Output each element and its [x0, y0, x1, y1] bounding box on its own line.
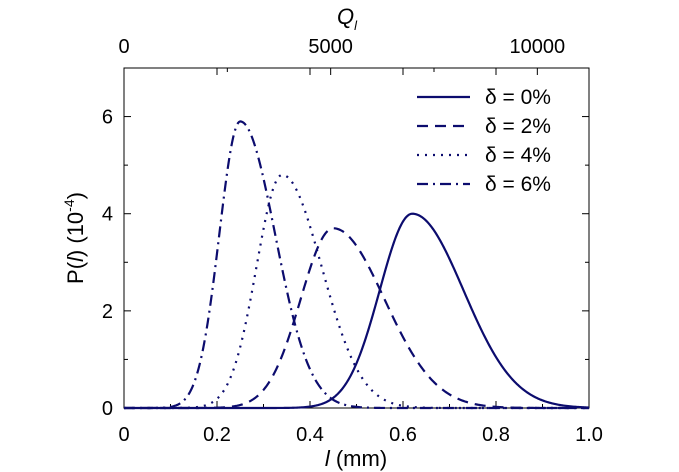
y-axis-title: P(l) (10-4): [61, 192, 88, 284]
x-axis-title-italic: l: [325, 446, 331, 471]
series-line: [124, 227, 589, 410]
top-axis-title-main: Q: [337, 4, 354, 29]
legend-label: δ = 4%: [485, 144, 551, 167]
y-axis-title-exponent: -4: [61, 199, 77, 212]
top-tick-label: 0: [118, 36, 129, 58]
y-axis-title-prefix: P(: [63, 261, 88, 284]
x-axis-title-unit: (mm): [330, 446, 387, 471]
y-tick-label: 0: [102, 398, 113, 420]
y-axis-title-italic: l: [63, 256, 88, 262]
legend-label: δ = 0%: [485, 86, 551, 109]
x-tick-label: 1.0: [575, 424, 603, 446]
x-tick-label: 0.6: [389, 424, 417, 446]
x-tick-label: 0: [118, 424, 129, 446]
legend-label: δ = 6%: [485, 173, 551, 196]
top-axis-title-sub: l: [354, 18, 358, 33]
series-line: [124, 120, 589, 410]
top-tick-label: 5000: [308, 36, 353, 58]
series-line: [124, 212, 590, 410]
top-axis-title: Ql: [337, 4, 358, 33]
axis-tick-labels: 0 0.2 0.4 0.6 0.8 1.0 0 2 4 6 0 5000 10000: [102, 36, 603, 446]
x-axis-title: l (mm): [325, 446, 387, 471]
x-tick-label: 0.4: [296, 424, 324, 446]
x-tick-label: 0.2: [203, 424, 231, 446]
y-tick-label: 4: [102, 204, 113, 226]
x-tick-label: 0.8: [482, 424, 510, 446]
legend: δ = 0% δ = 2% δ = 4% δ = 6%: [417, 86, 551, 196]
y-tick-label: 2: [102, 301, 113, 323]
series-lines: [124, 120, 590, 410]
top-tick-label: 10000: [510, 36, 566, 58]
y-axis-title-suffix: ) (10: [63, 212, 88, 257]
y-tick-label: 6: [102, 107, 113, 129]
y-axis-title-close: ): [63, 192, 88, 199]
legend-label: δ = 2%: [485, 115, 551, 138]
series-line: [124, 173, 589, 410]
